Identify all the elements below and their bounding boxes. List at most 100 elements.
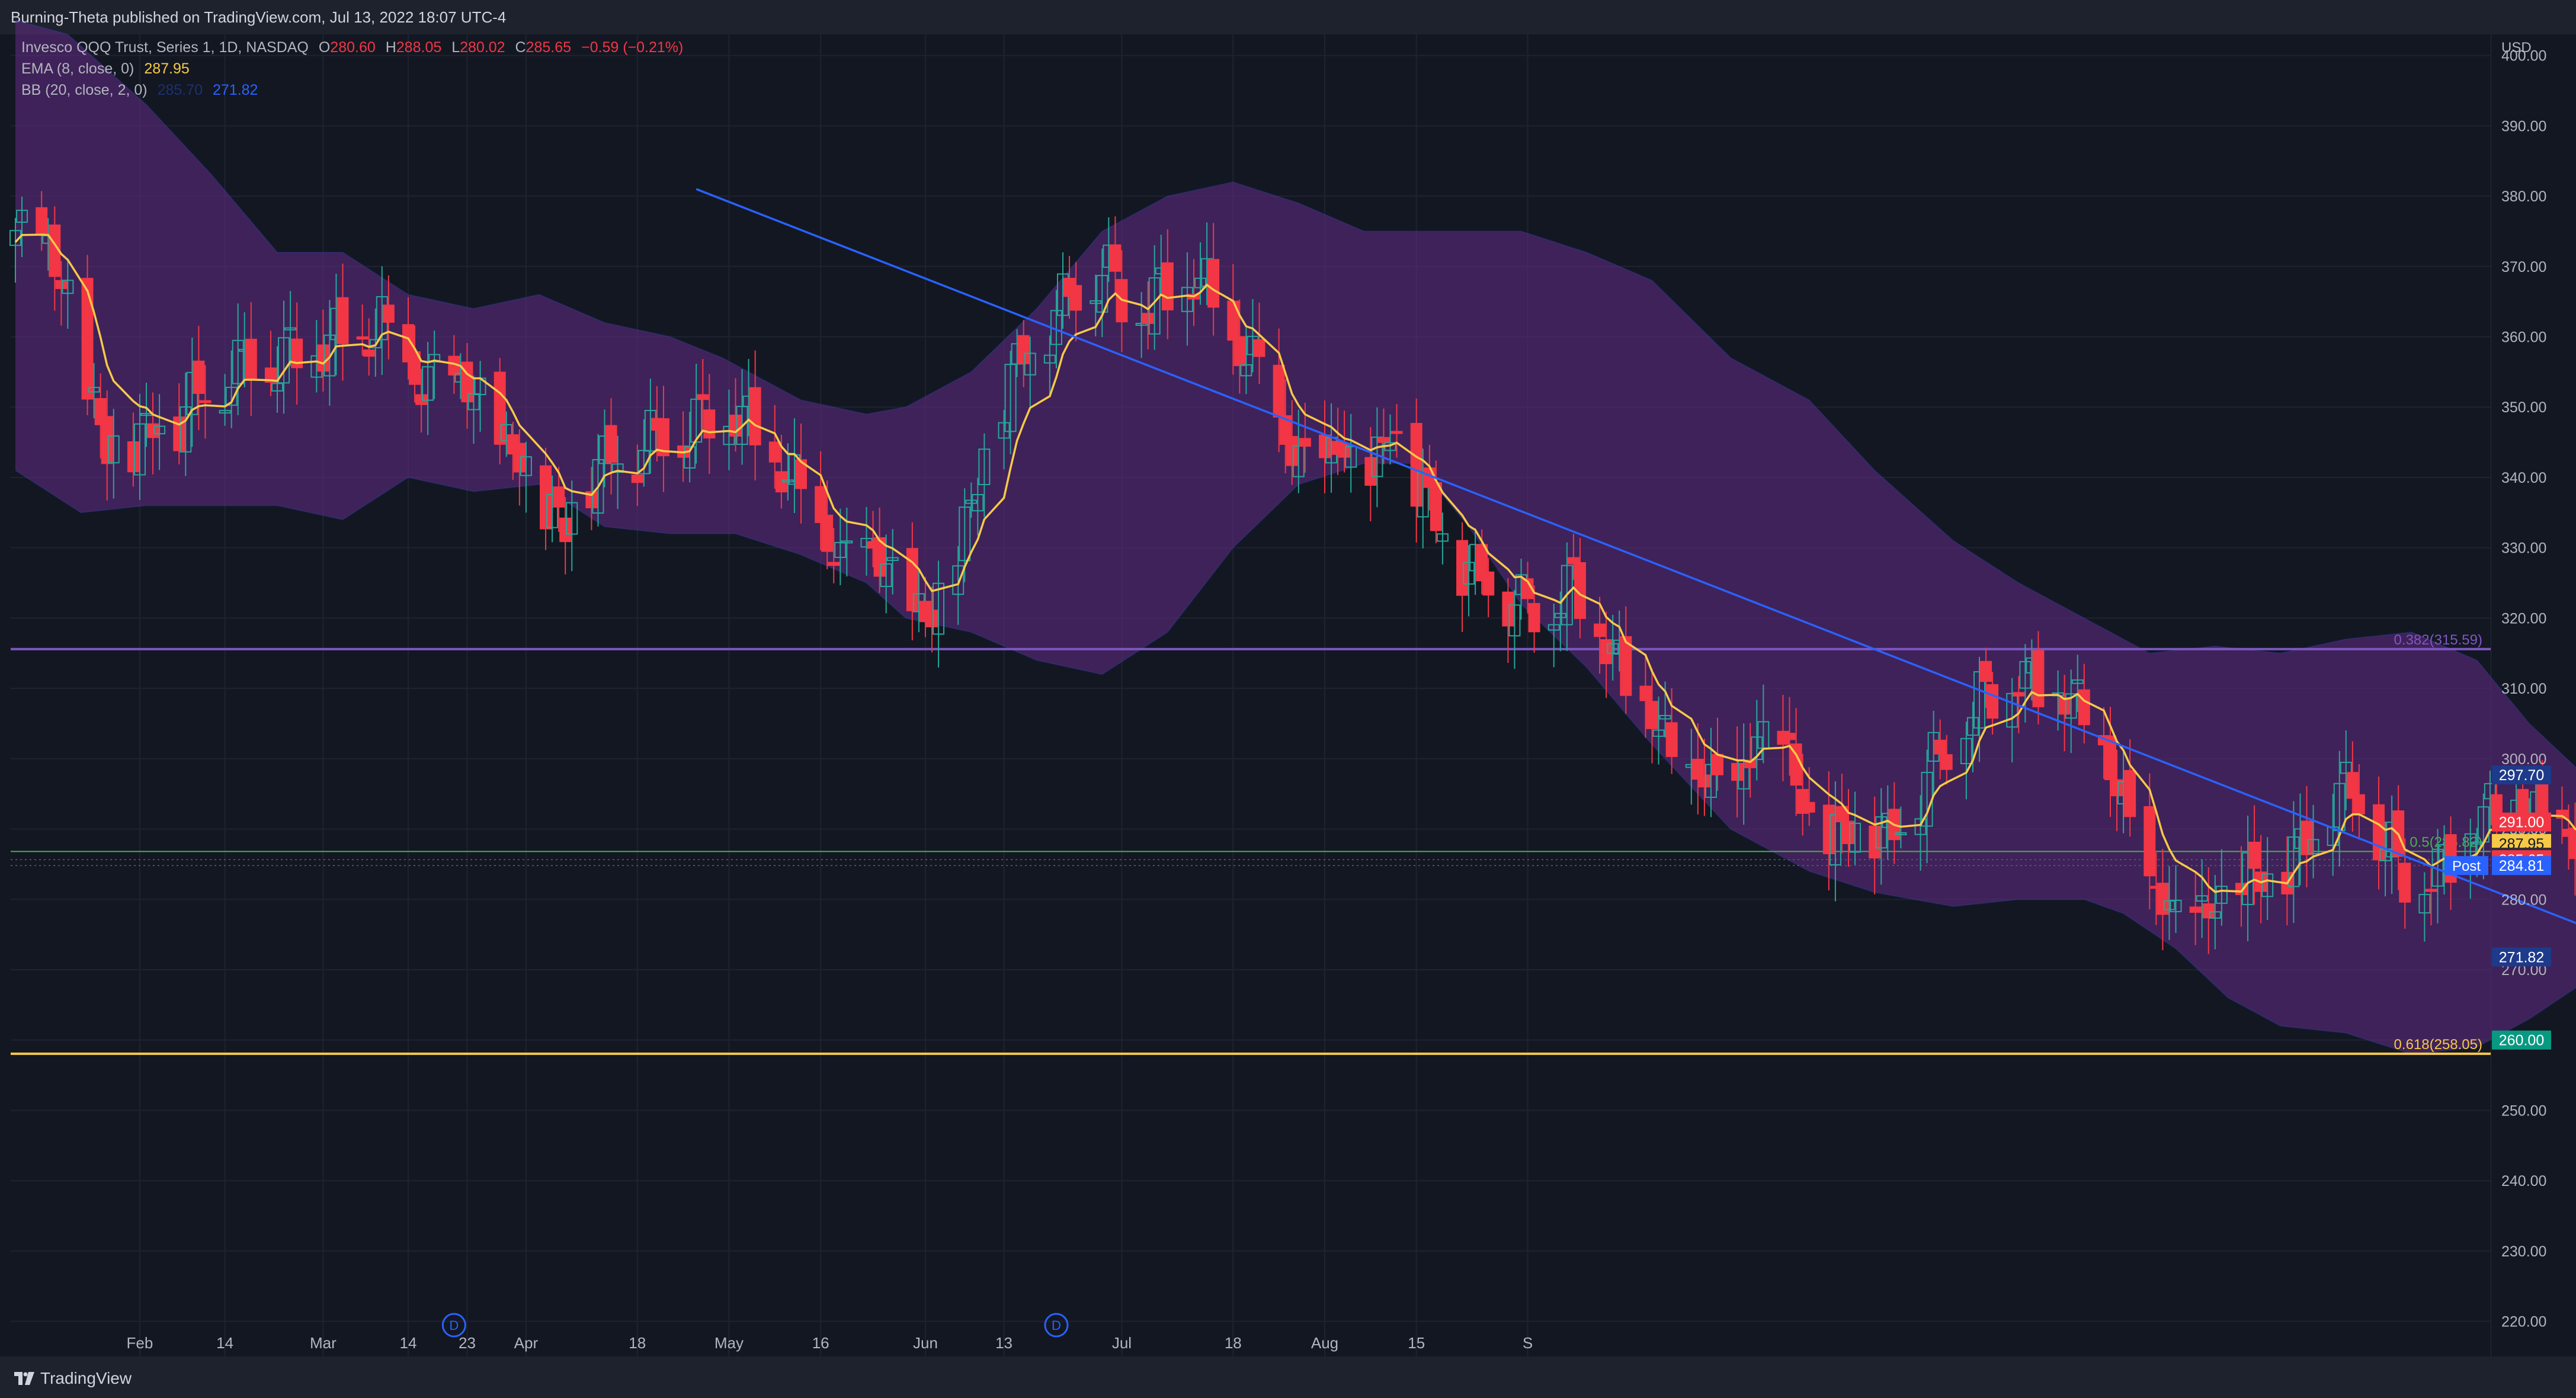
- brand-name: TradingView: [40, 1369, 132, 1387]
- candle-down: [1502, 591, 1514, 627]
- candle-up: [2170, 899, 2182, 912]
- y-tick-label: 250.00: [2501, 1102, 2546, 1119]
- candle-down: [2013, 692, 2025, 697]
- candle-up: [1561, 565, 1573, 626]
- candle-down: [2373, 804, 2385, 861]
- y-tick-label: 360.00: [2501, 329, 2546, 346]
- candle-up: [1973, 671, 1985, 729]
- candle-up: [107, 435, 120, 464]
- ema-label[interactable]: EMA (8, close, 0): [21, 60, 134, 77]
- candle-down: [1835, 806, 1848, 823]
- candle-up: [428, 354, 441, 363]
- bb-label[interactable]: BB (20, close, 2, 0): [21, 82, 148, 98]
- candle-down: [1109, 244, 1122, 272]
- x-tick-label: 18: [629, 1334, 646, 1352]
- dividend-marker-icon: [441, 1313, 466, 1338]
- candle-down: [1456, 540, 1469, 596]
- candle-down: [1620, 636, 1632, 696]
- candle-down: [1980, 660, 1992, 682]
- candle-down: [1273, 364, 1285, 418]
- candle-up: [219, 410, 231, 414]
- bb-legend[interactable]: BB (20, close, 2, 0) 285.70 271.82: [21, 82, 264, 99]
- candle-up: [1875, 816, 1888, 849]
- candle-down: [264, 367, 277, 383]
- candle-up: [2471, 841, 2483, 845]
- candle-down: [2536, 780, 2549, 818]
- y-tick-label: 380.00: [2501, 188, 2546, 205]
- candle-down: [36, 207, 48, 235]
- symbol-name[interactable]: Invesco QQQ Trust, Series 1, 1D, NASDAQ: [21, 39, 309, 56]
- candle-down: [1319, 434, 1331, 458]
- symbol-legend[interactable]: Invesco QQQ Trust, Series 1, 1D, NASDAQ …: [21, 39, 689, 56]
- price-tag: [2492, 1030, 2551, 1050]
- candle-down: [2301, 820, 2313, 855]
- bb-upper-value: 285.70: [157, 82, 203, 98]
- fib-level-label: 0.618(258.05): [2394, 1037, 2482, 1053]
- y-tick-label: 310.00: [2501, 681, 2546, 697]
- candle-up: [2209, 911, 2221, 919]
- candle-down: [2346, 772, 2359, 799]
- ohlc-open-label: O: [318, 39, 331, 56]
- candle-up: [1966, 717, 1979, 736]
- candle-up: [180, 406, 192, 453]
- x-tick-label: 15: [1408, 1334, 1425, 1352]
- candle-up: [1345, 445, 1357, 468]
- candle-down: [926, 610, 938, 627]
- candle-down: [1803, 801, 1815, 813]
- post-badge: [2444, 856, 2488, 876]
- x-tick-label: 13: [995, 1334, 1013, 1352]
- x-tick-label: Apr: [514, 1334, 539, 1352]
- ohlc-open: 280.60: [330, 39, 376, 56]
- y-tick-label: 280.00: [2501, 892, 2546, 908]
- candle-up: [1607, 643, 1619, 654]
- x-tick-label: 14: [216, 1334, 233, 1352]
- candle-up: [998, 422, 1010, 439]
- candle-down: [1299, 438, 1311, 447]
- candle-up: [546, 493, 559, 528]
- x-tick-label: Jul: [1112, 1334, 1132, 1352]
- candle-down: [173, 416, 185, 451]
- dividend-marker-text: D: [1052, 1318, 1061, 1333]
- candle-down: [906, 548, 918, 611]
- price-tag: [2492, 765, 2551, 785]
- candle-down: [1574, 562, 1586, 619]
- candle-down: [101, 416, 113, 464]
- price-tag-text: 284.81: [2499, 858, 2544, 874]
- candle-down: [1869, 825, 1881, 859]
- candle-down: [1934, 739, 1946, 755]
- candle-down: [2353, 794, 2365, 815]
- candle-down: [1600, 639, 1613, 665]
- candle-down: [768, 441, 781, 463]
- ohlc-change: −0.59 (−0.21%): [581, 39, 684, 56]
- publish-info: Burning-Theta published on TradingView.c…: [11, 8, 507, 26]
- candle-up: [2340, 761, 2352, 774]
- candle-down: [553, 486, 565, 508]
- price-tag-text: 260.00: [2499, 1033, 2544, 1049]
- candle-up: [62, 280, 74, 294]
- footer-bar: [0, 1357, 2576, 1398]
- candle-up: [2215, 886, 2228, 904]
- candle-up: [1436, 533, 1449, 542]
- candle-up: [644, 409, 656, 452]
- candle-down: [382, 304, 395, 323]
- ema-legend[interactable]: EMA (8, close, 0) 287.95: [21, 60, 196, 78]
- x-tick-label: Aug: [1311, 1334, 1338, 1352]
- candle-down: [81, 278, 94, 400]
- candle-down: [605, 425, 617, 463]
- tradingview-brand[interactable]: TradingView: [14, 1369, 132, 1388]
- candle-down: [540, 465, 552, 530]
- candle-up: [841, 540, 853, 544]
- candle-up: [972, 494, 984, 512]
- candle-up: [1240, 364, 1252, 377]
- x-tick-label: 16: [812, 1334, 829, 1352]
- candle-up: [232, 339, 244, 384]
- candle-down: [1161, 262, 1174, 310]
- candle-down: [1390, 431, 1403, 434]
- candle-down: [2032, 650, 2045, 707]
- currency-label: USD: [2501, 40, 2532, 56]
- candle-down: [2078, 689, 2090, 726]
- candle-down: [1482, 571, 1495, 596]
- candle-up: [611, 463, 624, 473]
- candle-up: [2287, 836, 2300, 887]
